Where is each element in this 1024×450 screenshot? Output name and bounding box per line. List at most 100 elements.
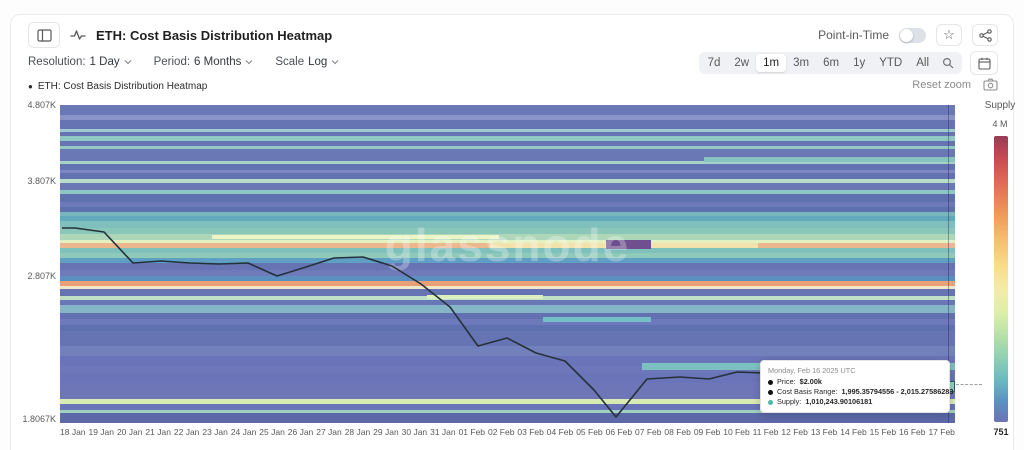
x-axis-label: 05 Feb [576, 427, 603, 437]
colorbar-min-label: 751 [993, 427, 1009, 437]
heatmap-row [60, 383, 955, 399]
heatmap-row [60, 338, 955, 346]
control-label: Scale [275, 56, 305, 68]
heatmap-segment [605, 240, 651, 249]
y-axis-label: 2.807K [27, 271, 56, 282]
x-axis-label: 29 Jan [373, 427, 399, 437]
heatmap-row [60, 305, 955, 313]
x-axis-label: 22 Jan [173, 427, 200, 437]
toggle-knob [900, 28, 913, 42]
y-axis-label: 1.8067K [22, 414, 56, 424]
page-title: ETH: Cost Basis Distribution Heatmap [96, 27, 333, 43]
control-value: 6 Months [194, 56, 242, 68]
legend-dot-icon: ● [28, 82, 33, 91]
header-left: ETH: Cost Basis Distribution Heatmap [28, 22, 332, 48]
tooltip-row: Cost Basis Range: 1,995.35794556 - 2,015… [768, 387, 953, 397]
chevron-down-icon [331, 60, 339, 65]
heatmap-row [60, 263, 955, 270]
toolbar-right: 7d 2w 1m 3m 6m 1y YTD All [698, 51, 998, 75]
control-dropdown[interactable]: Resolution: 1 Day [28, 56, 132, 68]
control-dropdown[interactable]: Scale Log [275, 56, 339, 68]
range-button-6m[interactable]: 6m [823, 57, 840, 69]
x-axis-label: 25 Jan [259, 427, 285, 437]
controls: Resolution: 1 Day Period: 6 Months Scale Log [28, 56, 339, 68]
heatmap-row [60, 300, 955, 305]
x-axis-label: 14 Feb [840, 427, 867, 437]
share-button[interactable] [972, 24, 998, 46]
heatmap-row [60, 146, 955, 149]
tooltip-row-value: 1,995.35794556 - 2,015.27586283 [841, 387, 954, 396]
x-axis-label: 30 Jan [401, 427, 428, 437]
x-axis-label: 11 Feb [752, 427, 779, 437]
heatmap-row [60, 331, 955, 338]
heatmap-segment [426, 295, 544, 299]
heatmap-row [60, 286, 955, 289]
heatmap-row [60, 173, 955, 179]
x-axis-label: 21 Jan [145, 427, 171, 437]
heatmap-row [60, 120, 955, 129]
x-axis: 18 Jan 19 Jan 20 Jan 21 Jan 22 Jan 23 Jan 24 J… [60, 427, 955, 437]
heatmap-row [60, 399, 955, 404]
sidebar-toggle-button[interactable] [28, 22, 60, 48]
heatmap-row [60, 161, 955, 164]
heatmap-row [60, 179, 955, 183]
date-picker-button[interactable] [970, 51, 998, 75]
range-button-3m[interactable]: 3m [793, 57, 810, 69]
range-button-7d[interactable]: 7d [707, 57, 721, 69]
calendar-icon [977, 57, 991, 70]
x-axis-label: 17 Feb [928, 427, 955, 437]
heatmap-row [60, 253, 955, 258]
x-axis-label: 27 Jan [316, 427, 342, 437]
x-axis-label: 13 Feb [810, 427, 838, 437]
control-value: Log [308, 56, 328, 68]
y-axis-label: 3.807K [27, 175, 56, 186]
heatmap-plot[interactable]: glassnode [60, 105, 955, 423]
camera-icon[interactable] [983, 78, 998, 91]
x-axis-label: 23 Jan [202, 427, 228, 437]
heatmap-row [60, 132, 955, 136]
x-axis-label: 31 Jan [430, 427, 456, 437]
control-dropdown[interactable]: Period: 6 Months [154, 56, 254, 68]
favorite-button[interactable]: ☆ [936, 24, 962, 46]
zoom-area-button[interactable] [936, 54, 960, 72]
range-button-1m[interactable]: 1m [756, 54, 787, 72]
point-in-time-toggle[interactable] [899, 27, 926, 43]
heatmap-segment [543, 317, 651, 322]
range-button-2w[interactable]: 2w [734, 57, 750, 69]
x-axis-label: 28 Jan [344, 427, 371, 437]
tooltip-bullet-icon [768, 389, 773, 395]
share-icon [978, 28, 992, 42]
colorbar-max-label: 4 M [992, 119, 1008, 129]
reset-zoom-button[interactable]: Reset zoom [912, 78, 971, 91]
x-axis-label: 03 Feb [517, 427, 544, 437]
range-button-all[interactable]: All [916, 57, 929, 69]
heatmap-row [60, 281, 955, 286]
colorbar-connector-line [956, 384, 982, 385]
heatmap-row [60, 212, 955, 216]
tooltip-bullet-icon [768, 379, 773, 385]
heatmap-row [60, 164, 955, 170]
x-axis-label: 20 Jan [116, 427, 143, 437]
heatmap-row [60, 248, 955, 253]
colorbar-title: Supply [984, 100, 1016, 111]
heatmap-row [60, 270, 955, 276]
tooltip-bullet-icon [768, 399, 773, 405]
control-label: Period: [153, 56, 191, 68]
tooltip-row-label: Price: [777, 377, 796, 386]
tooltip-row-label: Cost Basis Range: [777, 387, 838, 396]
heatmap-row [60, 346, 955, 356]
x-axis-label: 04 Feb [546, 427, 574, 437]
range-button-ytd[interactable]: YTD [879, 57, 903, 69]
heatmap-segment [212, 235, 499, 239]
heatmap-row [60, 228, 955, 234]
heatmap-row [60, 234, 955, 240]
heatmap-row [60, 221, 955, 228]
heatmap-row [60, 202, 955, 207]
heatmap-row [60, 325, 955, 331]
heatmap-row [60, 276, 955, 281]
x-axis-label: 09 Feb [693, 427, 721, 437]
x-axis-label: 16 Feb [899, 427, 926, 437]
range-button-1y[interactable]: 1y [853, 57, 866, 69]
x-axis-label: 12 Feb [781, 427, 808, 437]
chevron-down-icon [245, 60, 253, 65]
